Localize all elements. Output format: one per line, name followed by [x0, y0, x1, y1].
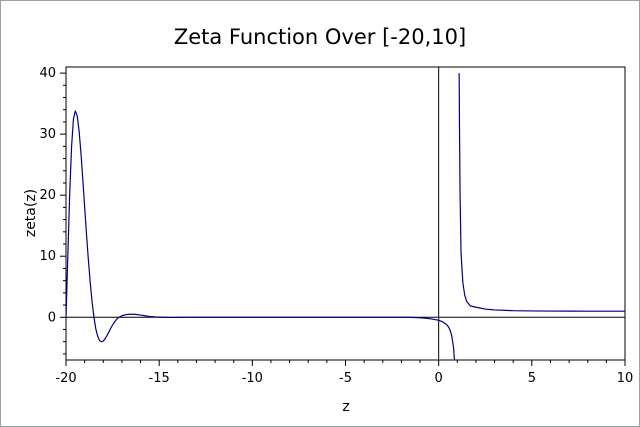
x-axis-label: z — [342, 399, 349, 415]
y-tick-label: 30 — [39, 127, 56, 142]
y-axis-label: zeta(z) — [23, 189, 39, 237]
series-layer — [66, 73, 625, 360]
y-axis: 0 10 20 30 40 — [39, 66, 66, 355]
y-tick-label: 0 — [48, 310, 56, 325]
y-tick-label: 40 — [39, 66, 56, 81]
zeta-curve-segment-1 — [66, 110, 456, 360]
x-tick-label: 10 — [617, 371, 634, 386]
x-axis: -20 -15 -10 -5 0 5 10 — [55, 360, 633, 386]
chart-title: Zeta Function Over [-20,10] — [174, 25, 466, 49]
x-tick-label: -15 — [149, 371, 170, 386]
zeta-curve-segment-2 — [458, 73, 625, 312]
x-tick-label: 5 — [528, 371, 536, 386]
x-tick-label: -5 — [339, 371, 352, 386]
x-tick-label: -20 — [55, 371, 76, 386]
y-tick-label: 10 — [39, 249, 56, 264]
x-tick-label: -10 — [242, 371, 263, 386]
x-tick-label: 0 — [435, 371, 443, 386]
y-tick-label: 20 — [39, 188, 56, 203]
